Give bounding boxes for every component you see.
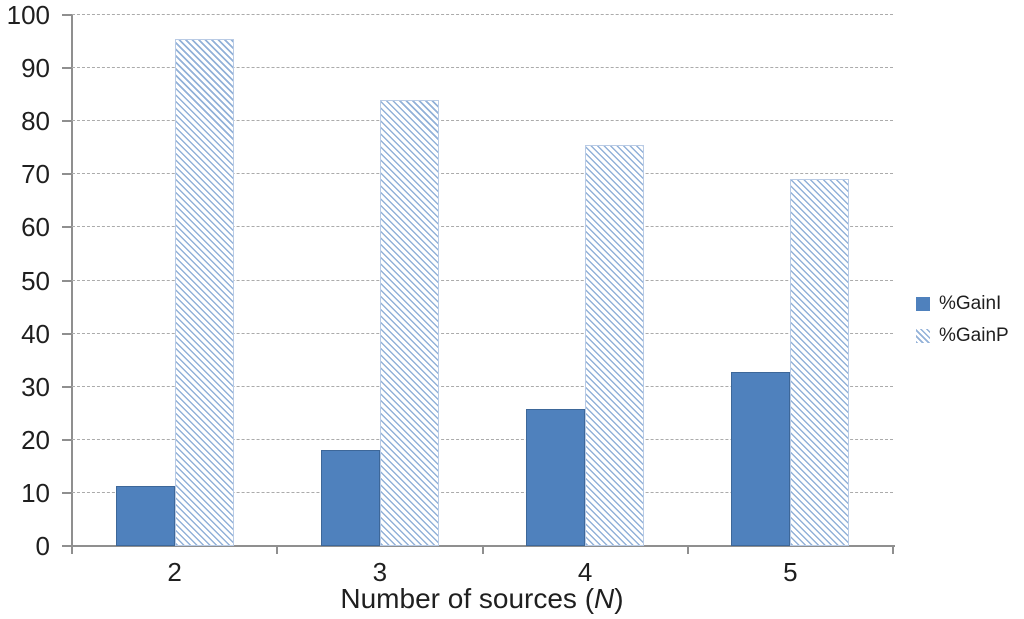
y-axis-tick-0 — [62, 545, 72, 547]
y-axis-tick-90 — [62, 67, 72, 70]
gridline-30 — [72, 385, 893, 387]
y-axis-label-70: 70 — [21, 159, 50, 190]
y-axis-tick-50 — [62, 279, 72, 282]
y-axis-tick-40 — [62, 332, 72, 335]
bar-gaini-3 — [320, 449, 380, 546]
bar-gainp-4 — [585, 144, 645, 546]
y-axis-label-80: 80 — [21, 106, 50, 137]
y-axis-tick-100 — [62, 14, 72, 16]
bar-gainp-3 — [379, 100, 439, 546]
gridline-40 — [72, 332, 893, 334]
x-axis-title: Number of sources (N) — [272, 584, 692, 614]
bar-gainp-5 — [790, 178, 850, 546]
x-axis-label-3: 3 — [372, 557, 388, 587]
gridline-60 — [72, 226, 893, 228]
gridline-100 — [72, 14, 893, 15]
bar-gaini-2 — [115, 485, 175, 546]
y-axis-label-20: 20 — [21, 424, 50, 455]
x-axis-label-2: 2 — [167, 557, 182, 587]
gridline-10 — [72, 491, 893, 493]
bar-gainp-2 — [174, 39, 234, 546]
x-axis-title-variable: N — [594, 583, 615, 614]
x-axis-label-4: 4 — [577, 557, 593, 587]
y-axis-tick-30 — [62, 385, 72, 388]
y-axis-label-40: 40 — [21, 318, 50, 349]
x-axis-tick-1 — [276, 546, 279, 554]
gridline-50 — [72, 279, 893, 281]
gridline-80 — [72, 120, 893, 122]
gridline-90 — [72, 67, 893, 69]
x-axis-tick-0 — [71, 546, 73, 554]
legend-item-gaini: %GainI — [916, 294, 1009, 313]
y-axis-label-50: 50 — [21, 265, 50, 296]
legend-swatch-solid-icon — [916, 296, 930, 311]
legend-swatch-hatched-icon — [916, 328, 930, 343]
x-axis-label-5: 5 — [783, 557, 798, 587]
bar-gaini-4 — [526, 409, 586, 546]
y-axis-tick-70 — [62, 173, 72, 176]
y-axis-tick-20 — [62, 438, 72, 441]
legend-label-gainp: %GainP — [939, 325, 1009, 346]
legend: %GainI %GainP — [916, 294, 1009, 345]
y-axis-line — [71, 15, 73, 547]
x-axis-title-suffix: ) — [614, 583, 624, 614]
y-axis-label-0: 0 — [35, 531, 50, 561]
x-axis-tick-3 — [686, 546, 689, 554]
x-axis-title-prefix: Number of sources ( — [340, 583, 595, 614]
y-axis-label-60: 60 — [21, 212, 50, 243]
y-axis-label-90: 90 — [21, 53, 50, 84]
bar-gaini-5 — [731, 371, 791, 546]
y-axis-label-100: 100 — [6, 0, 50, 30]
y-axis-tick-60 — [62, 226, 72, 229]
y-axis-label-10: 10 — [21, 477, 50, 508]
y-axis-tick-80 — [62, 120, 72, 123]
legend-label-gaini: %GainI — [939, 293, 1002, 314]
x-axis-tick-2 — [481, 546, 484, 554]
x-axis-tick-4 — [892, 546, 894, 554]
gridline-70 — [72, 173, 893, 175]
y-axis-tick-10 — [62, 491, 72, 494]
legend-item-gainp: %GainP — [916, 326, 1009, 345]
y-axis-label-30: 30 — [21, 371, 50, 402]
gridline-20 — [72, 438, 893, 440]
